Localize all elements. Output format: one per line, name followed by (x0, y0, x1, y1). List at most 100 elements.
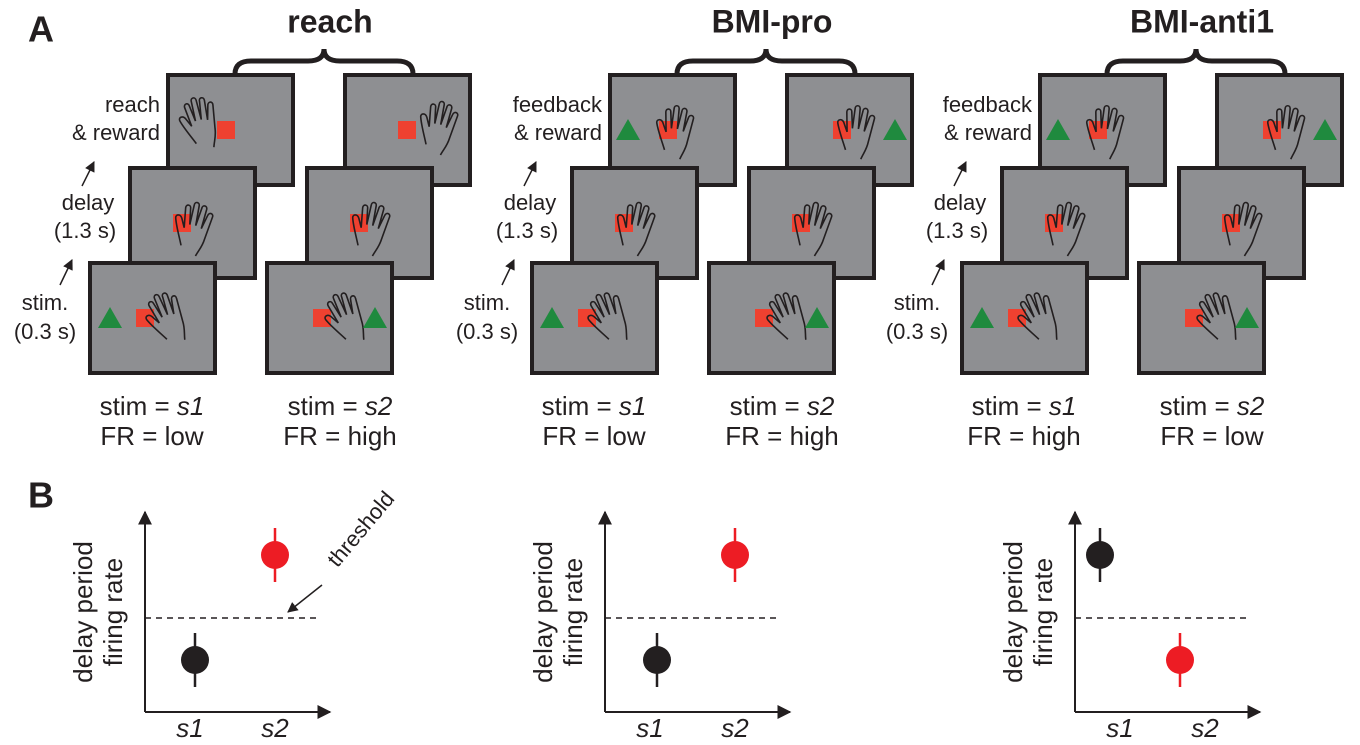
mean-dot (1166, 646, 1194, 674)
screen (267, 263, 392, 373)
target-square (313, 309, 331, 327)
stim-label: stim = (288, 391, 358, 421)
condition-stim: stim = s2 (1160, 391, 1265, 421)
mean-dot (1086, 541, 1114, 569)
screen (962, 263, 1087, 373)
y-label: firing rate (98, 558, 128, 666)
condition-stim: stim = s2 (288, 391, 393, 421)
stim-label: stim = (100, 391, 170, 421)
stage-label: & reward (944, 120, 1032, 145)
y-label: firing rate (1028, 558, 1058, 666)
fr-label: FR = (542, 421, 599, 451)
condition-fr: FR = high (967, 421, 1080, 451)
stim-value: s1 (177, 391, 204, 421)
stage-label: delay (62, 190, 115, 215)
target-square (755, 309, 773, 327)
y-label: delay period (68, 541, 98, 683)
stage-label: (1.3 s) (54, 218, 116, 243)
fr-label: FR = (1160, 421, 1217, 451)
y-label: delay period (998, 541, 1028, 683)
stage-label: (0.3 s) (14, 319, 76, 344)
target-square (1185, 309, 1203, 327)
fr-label: FR = (100, 421, 157, 451)
brace (677, 49, 855, 74)
stage-label: reach (105, 92, 160, 117)
condition-fr: FR = high (725, 421, 838, 451)
figure: A B reachstim = s1FR = lowstim = s2FR = … (0, 0, 1360, 745)
condition-fr: FR = low (100, 421, 204, 451)
stim-label: stim = (730, 391, 800, 421)
arrow (502, 260, 514, 285)
stim-label: stim = (542, 391, 612, 421)
stage-label: delay (504, 190, 557, 215)
arrow (288, 585, 322, 612)
stage-label: stim. (894, 290, 940, 315)
condition-fr: FR = high (283, 421, 396, 451)
stage-label: & reward (514, 120, 602, 145)
mean-dot (181, 646, 209, 674)
y-label: delay period (528, 541, 558, 683)
stage-label: & reward (72, 120, 160, 145)
stim-label: stim = (972, 391, 1042, 421)
target-square (217, 121, 235, 139)
target-square (398, 121, 416, 139)
x-label: s1 (1106, 713, 1133, 743)
arrow (82, 162, 94, 186)
group-title: reach (287, 3, 372, 39)
arrow (954, 162, 966, 186)
y-label: firing rate (558, 558, 588, 666)
arrow (932, 260, 944, 285)
stim-value: s2 (807, 391, 835, 421)
brace (235, 49, 413, 74)
condition-stim: stim = s2 (730, 391, 835, 421)
condition-fr: FR = low (542, 421, 646, 451)
mean-dot (643, 646, 671, 674)
fr-value: high (348, 421, 397, 451)
target-square (1089, 121, 1107, 139)
stim-label: stim = (1160, 391, 1230, 421)
stim-value: s2 (1237, 391, 1265, 421)
x-label: s2 (1191, 713, 1219, 743)
mean-dot (721, 541, 749, 569)
x-label: s2 (721, 713, 749, 743)
fr-value: high (1032, 421, 1081, 451)
arrow (524, 162, 536, 186)
stage-label: (0.3 s) (456, 319, 518, 344)
screen (1139, 263, 1264, 373)
screen (90, 263, 215, 373)
fr-label: FR = (725, 421, 782, 451)
x-label: s2 (261, 713, 289, 743)
panel-label: A (28, 9, 54, 50)
stage-label: (1.3 s) (926, 218, 988, 243)
stage-label: feedback (513, 92, 603, 117)
x-label: s1 (176, 713, 203, 743)
group-title: BMI-anti1 (1130, 3, 1274, 39)
screen (709, 263, 834, 373)
stage-label: (0.3 s) (886, 319, 948, 344)
condition-stim: stim = s1 (972, 391, 1077, 421)
mean-dot (261, 541, 289, 569)
fr-value: high (790, 421, 839, 451)
condition-stim: stim = s1 (100, 391, 205, 421)
stage-label: stim. (22, 290, 68, 315)
fr-value: low (1225, 421, 1264, 451)
stim-value: s1 (1049, 391, 1076, 421)
arrow (60, 260, 72, 285)
x-label: s1 (636, 713, 663, 743)
condition-stim: stim = s1 (542, 391, 647, 421)
screen (532, 263, 657, 373)
stim-value: s2 (365, 391, 393, 421)
condition-fr: FR = low (1160, 421, 1264, 451)
annotation: threshold (322, 486, 399, 571)
stage-label: (1.3 s) (496, 218, 558, 243)
stage-label: feedback (943, 92, 1033, 117)
panel-label: B (28, 475, 54, 516)
stim-value: s1 (619, 391, 646, 421)
stage-label: delay (934, 190, 987, 215)
fr-value: low (607, 421, 646, 451)
stage-label: stim. (464, 290, 510, 315)
brace (1107, 49, 1285, 74)
group-title: BMI-pro (712, 3, 833, 39)
fr-value: low (165, 421, 204, 451)
fr-label: FR = (283, 421, 340, 451)
